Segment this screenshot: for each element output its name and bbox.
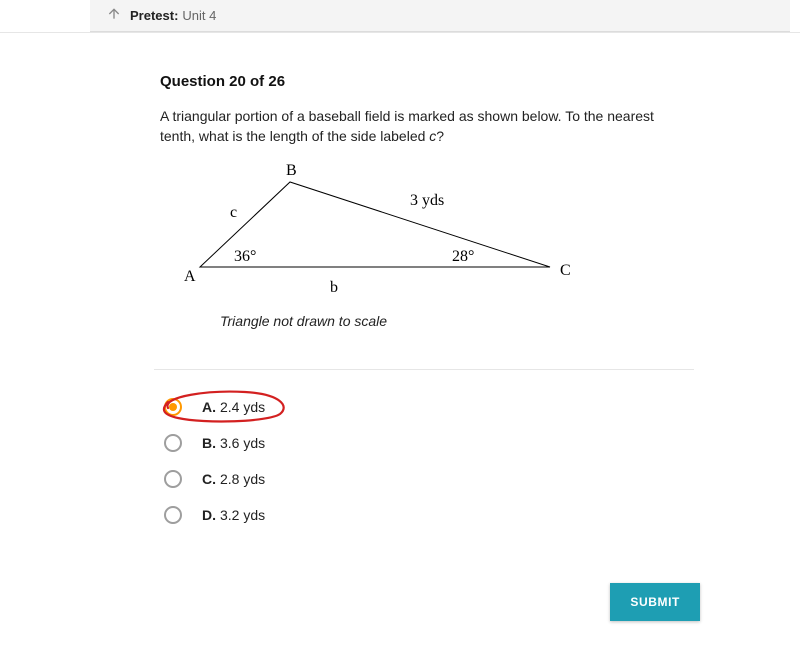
option-B-letter: B. (202, 435, 216, 451)
options-group: A. 2.4 yds B. 3.6 yds C. 2.8 yds D. 3.2 … (164, 398, 640, 524)
question-content: Question 20 of 26 A triangular portion o… (0, 33, 640, 524)
radio-D[interactable] (164, 506, 182, 524)
angle-C-label: 28° (452, 248, 474, 265)
option-C[interactable]: C. 2.8 yds (164, 470, 640, 488)
vertex-C-label: C (560, 262, 571, 279)
side-a-label: 3 yds (410, 192, 444, 209)
back-arrow-icon[interactable] (106, 6, 122, 25)
question-body-text: A triangular portion of a baseball field… (160, 108, 654, 144)
option-C-letter: C. (202, 471, 216, 487)
option-B-text: 3.6 yds (220, 435, 265, 451)
option-D-text: 3.2 yds (220, 507, 265, 523)
submit-button[interactable]: SUBMIT (610, 583, 700, 621)
side-b-label: b (330, 279, 338, 296)
question-body-suffix: ? (436, 128, 444, 144)
option-A-text: 2.4 yds (220, 399, 265, 415)
question-title: Question 20 of 26 (160, 73, 640, 90)
option-A[interactable]: A. 2.4 yds (164, 398, 640, 416)
option-C-text: 2.8 yds (220, 471, 265, 487)
option-A-letter: A. (202, 399, 216, 415)
triangle-diagram: A B C c b 3 yds 36° 28° (160, 157, 600, 307)
option-D[interactable]: D. 3.2 yds (164, 506, 640, 524)
question-body: A triangular portion of a baseball field… (160, 106, 660, 147)
pretest-label: Pretest: (130, 8, 178, 23)
header-bar: Pretest: Unit 4 (90, 0, 790, 32)
angle-A-label: 36° (234, 248, 256, 265)
vertex-A-label: A (184, 268, 196, 285)
radio-A[interactable] (164, 398, 182, 416)
unit-label: Unit 4 (182, 8, 216, 23)
diagram-caption: Triangle not drawn to scale (220, 313, 640, 329)
radio-C[interactable] (164, 470, 182, 488)
radio-B[interactable] (164, 434, 182, 452)
divider (154, 369, 694, 370)
option-B[interactable]: B. 3.6 yds (164, 434, 640, 452)
side-c-label: c (230, 204, 237, 221)
option-D-letter: D. (202, 507, 216, 523)
vertex-B-label: B (286, 162, 297, 179)
